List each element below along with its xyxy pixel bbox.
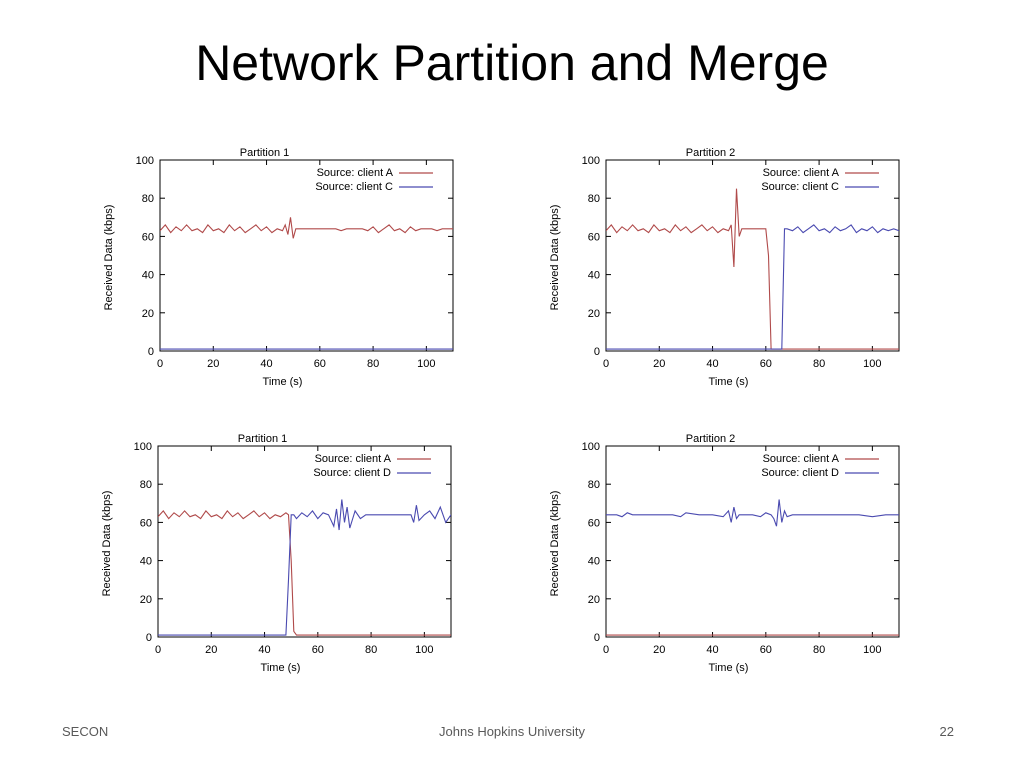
- y-tick-label: 0: [148, 346, 154, 358]
- x-tick-label: 40: [706, 644, 718, 656]
- y-tick-label: 100: [134, 441, 152, 453]
- x-tick-label: 100: [417, 358, 435, 370]
- chart-partition-2-bottom: Partition 2 0 20 40 60 80 100 0 20 40 60 80 100 Time …: [542, 426, 942, 706]
- y-tick-label: 40: [140, 556, 152, 568]
- chart-title: Partition 1: [240, 147, 290, 159]
- y-tick-label: 60: [142, 231, 154, 243]
- y-tick-label: 100: [582, 441, 600, 453]
- legend-label: Source: client D: [313, 467, 391, 479]
- series-line-1: [606, 188, 899, 350]
- y-tick-label: 0: [594, 346, 600, 358]
- chart-title: Partition 2: [686, 147, 736, 159]
- y-tick-label: 80: [140, 479, 152, 491]
- legend-label: Source: client A: [763, 167, 840, 179]
- y-tick-label: 100: [582, 155, 600, 167]
- x-axis-label: Time (s): [709, 662, 749, 674]
- x-tick-label: 0: [603, 358, 609, 370]
- plot-frame: [605, 159, 900, 352]
- y-tick-label: 0: [594, 632, 600, 644]
- y-tick-label: 40: [142, 270, 154, 282]
- chart-partition-2-top: Partition 2 0 20 40 60 80 100 0 20 40 60 80 100 Time …: [542, 140, 942, 420]
- y-axis-label: Received Data (kbps): [549, 491, 561, 597]
- y-tick-label: 20: [140, 594, 152, 606]
- legend-label: Source: client A: [763, 453, 840, 465]
- plot-frame: [159, 159, 454, 352]
- legend-label: Source: client A: [317, 167, 394, 179]
- x-axis-label: Time (s): [709, 376, 749, 388]
- x-tick-label: 80: [365, 644, 377, 656]
- series-line-1: [158, 510, 451, 636]
- plot-frame: [605, 445, 900, 638]
- series-line-2: [606, 224, 899, 350]
- x-tick-label: 80: [813, 358, 825, 370]
- y-tick-label: 80: [588, 193, 600, 205]
- x-tick-label: 20: [207, 358, 219, 370]
- series-line-2: [606, 499, 899, 527]
- x-tick-label: 100: [863, 358, 881, 370]
- y-tick-label: 20: [588, 594, 600, 606]
- y-tick-label: 60: [140, 517, 152, 529]
- x-tick-label: 100: [863, 644, 881, 656]
- plot-frame: [157, 445, 452, 638]
- chart-svg: Partition 2 0 20 40 60 80 100 0 20 40 60 80 100 Time …: [549, 433, 900, 674]
- chart-svg: Partition 1 0 20 40 60 80 100 0 20 40 60 80 100 Time …: [103, 147, 454, 388]
- x-tick-label: 80: [813, 644, 825, 656]
- slide-title: Network Partition and Merge: [195, 35, 829, 91]
- legend-label: Source: client C: [761, 181, 839, 193]
- x-tick-label: 20: [205, 644, 217, 656]
- y-tick-label: 0: [146, 632, 152, 644]
- y-tick-label: 60: [588, 517, 600, 529]
- x-axis-label: Time (s): [261, 662, 301, 674]
- x-tick-label: 60: [760, 644, 772, 656]
- legend-label: Source: client D: [761, 467, 839, 479]
- chart-svg: Partition 2 0 20 40 60 80 100 0 20 40 60 80 100 Time …: [549, 147, 900, 388]
- footer-page-number: 22: [939, 724, 954, 739]
- chart-partition-1-bottom: Partition 1 0 20 40 60 80 100 0 20 40 60 80 100 Time …: [94, 426, 494, 706]
- x-tick-label: 0: [603, 644, 609, 656]
- series-line-1: [160, 217, 453, 239]
- y-tick-label: 20: [142, 308, 154, 320]
- x-tick-label: 60: [314, 358, 326, 370]
- x-tick-label: 20: [653, 358, 665, 370]
- chart-title: Partition 1: [238, 433, 288, 445]
- y-tick-label: 20: [588, 308, 600, 320]
- x-tick-label: 100: [415, 644, 433, 656]
- x-tick-label: 40: [706, 358, 718, 370]
- y-tick-label: 60: [588, 231, 600, 243]
- chart-svg: Partition 1 0 20 40 60 80 100 0 20 40 60 80 100 Time …: [101, 433, 452, 674]
- y-tick-label: 40: [588, 556, 600, 568]
- x-tick-label: 80: [367, 358, 379, 370]
- x-tick-label: 40: [260, 358, 272, 370]
- y-axis-label: Received Data (kbps): [103, 205, 115, 311]
- chart-partition-1-top: Partition 1 0 20 40 60 80 100 0 20 40 60 80 100 Time …: [96, 140, 496, 420]
- legend-label: Source: client C: [315, 181, 393, 193]
- y-tick-label: 100: [136, 155, 154, 167]
- footer-conference: SECON: [62, 724, 109, 739]
- x-tick-label: 40: [258, 644, 270, 656]
- y-axis-label: Received Data (kbps): [101, 491, 113, 597]
- x-tick-label: 60: [312, 644, 324, 656]
- legend-label: Source: client A: [315, 453, 392, 465]
- x-tick-label: 0: [155, 644, 161, 656]
- chart-title: Partition 2: [686, 433, 736, 445]
- y-tick-label: 40: [588, 270, 600, 282]
- x-tick-label: 0: [157, 358, 163, 370]
- series-line-2: [158, 499, 451, 636]
- y-axis-label: Received Data (kbps): [549, 205, 561, 311]
- footer-university: Johns Hopkins University: [439, 724, 585, 739]
- x-tick-label: 60: [760, 358, 772, 370]
- y-tick-label: 80: [142, 193, 154, 205]
- y-tick-label: 80: [588, 479, 600, 491]
- x-tick-label: 20: [653, 644, 665, 656]
- x-axis-label: Time (s): [263, 376, 303, 388]
